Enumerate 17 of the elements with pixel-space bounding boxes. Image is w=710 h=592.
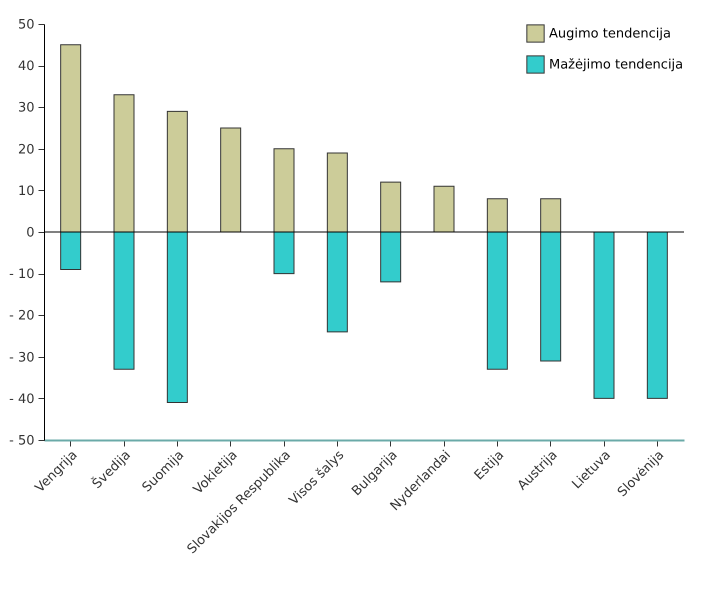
y-tick-label: 50 xyxy=(18,18,34,32)
y-tick-label: - 20 xyxy=(9,308,34,324)
bar xyxy=(434,186,454,232)
y-tick-label: - 50 xyxy=(9,434,34,448)
y-tick-label: 40 xyxy=(18,59,34,74)
legend-label: Augimo tendencija xyxy=(549,26,671,42)
bar xyxy=(646,232,668,399)
y-tick-label: 30 xyxy=(18,100,34,116)
y-tick-label: 20 xyxy=(18,142,34,158)
y-tick-label: 10 xyxy=(18,184,34,199)
bar xyxy=(220,128,242,232)
y-tick-label: - 10 xyxy=(9,267,34,282)
y-tick-label: - 30 xyxy=(9,350,34,366)
y-tick-label: - 40 xyxy=(9,392,34,407)
legend-label: Mažėjimo tendencija xyxy=(549,58,684,72)
y-tick-label: 0 xyxy=(26,226,34,240)
bar xyxy=(594,232,614,399)
